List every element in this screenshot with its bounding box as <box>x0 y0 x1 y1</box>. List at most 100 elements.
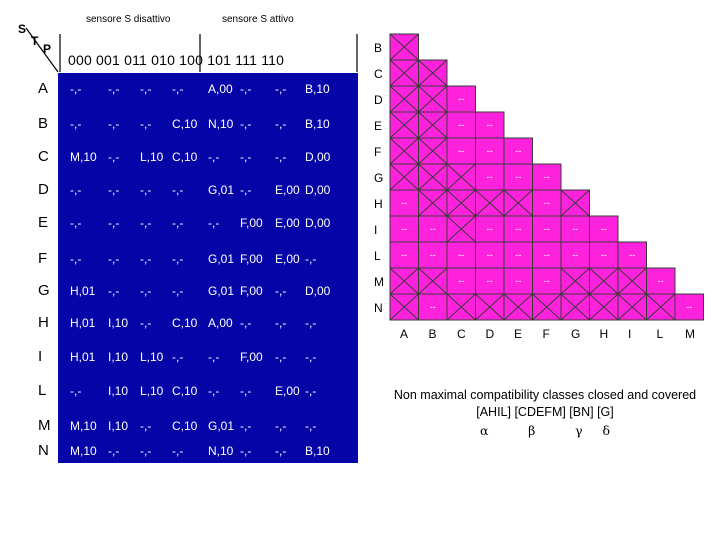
svg-text:--: -- <box>430 250 436 260</box>
compat-cell <box>389 267 419 295</box>
svg-text:--: -- <box>515 250 521 260</box>
input-codes: 000 001 011 010 100 101 111 110 <box>68 52 285 68</box>
svg-text:--: -- <box>487 276 493 286</box>
svg-text:--: -- <box>572 250 578 260</box>
flow-cell: -,- <box>275 82 287 96</box>
flow-cell: -,- <box>240 419 252 433</box>
flow-cell: -,- <box>108 444 120 458</box>
svg-text:--: -- <box>544 198 550 208</box>
compat-cell <box>446 215 476 243</box>
state-label-10: M <box>38 417 51 434</box>
flow-cell: M,10 <box>70 150 97 164</box>
flow-cell: H,01 <box>70 284 96 298</box>
flow-cell: I,10 <box>108 419 129 433</box>
flow-cell: -,- <box>70 183 82 197</box>
compat-cell: -- <box>418 293 448 321</box>
compat-col-label: M <box>685 327 695 341</box>
flow-cell: F,00 <box>240 284 263 298</box>
compat-cell: -- <box>503 163 533 191</box>
compat-cell: -- <box>617 241 647 269</box>
svg-text:--: -- <box>430 224 436 234</box>
svg-text:--: -- <box>487 146 493 156</box>
compat-cell: -- <box>532 267 562 295</box>
flow-cell: -,- <box>240 444 252 458</box>
flow-cell: -,- <box>275 419 287 433</box>
flow-cell: G,01 <box>208 419 235 433</box>
flow-cell: -,- <box>140 419 152 433</box>
flow-cell: C,10 <box>172 419 198 433</box>
flow-cell: -,- <box>172 350 184 364</box>
compat-row-label: C <box>374 67 383 81</box>
flow-cell: -,- <box>108 150 120 164</box>
compat-cell <box>503 189 533 217</box>
svg-text:--: -- <box>572 224 578 234</box>
compat-cell: -- <box>446 137 476 165</box>
svg-text:--: -- <box>458 250 464 260</box>
flow-cell: B,10 <box>305 444 330 458</box>
flow-cell: -,- <box>240 82 252 96</box>
compat-cell <box>446 163 476 191</box>
svg-text:--: -- <box>544 276 550 286</box>
compat-row-label: B <box>374 41 383 55</box>
flow-cell: -,- <box>172 216 184 230</box>
flow-cell: -,- <box>208 216 220 230</box>
flow-cell: -,- <box>70 384 82 398</box>
compat-row-label: F <box>374 145 382 159</box>
flow-cell: -,- <box>208 384 220 398</box>
compat-cell <box>418 111 448 139</box>
flow-cell: -,- <box>305 252 317 266</box>
compat-cell: -- <box>503 241 533 269</box>
compat-cell <box>617 267 647 295</box>
flow-cell: -,- <box>70 117 82 131</box>
flow-cell: I,10 <box>108 350 129 364</box>
flow-cell: -,- <box>70 216 82 230</box>
flow-cell: H,01 <box>70 350 96 364</box>
flow-cell: -,- <box>140 216 152 230</box>
svg-text:--: -- <box>487 172 493 182</box>
flow-cell: D,00 <box>305 150 331 164</box>
state-label-2: C <box>38 148 49 165</box>
caption-greek: α β γ δ <box>480 423 610 438</box>
compat-cell <box>560 267 590 295</box>
state-label-11: N <box>38 442 49 459</box>
flow-cell: -,- <box>140 117 152 131</box>
compat-col-label: F <box>542 327 550 341</box>
flow-cell: -,- <box>140 183 152 197</box>
compat-row-label: N <box>374 301 383 315</box>
flow-cell: C,10 <box>172 316 198 330</box>
compat-cell <box>418 267 448 295</box>
compat-row-label: D <box>374 93 383 107</box>
flow-cell: -,- <box>240 117 252 131</box>
flow-cell: -,- <box>172 252 184 266</box>
compat-col-label: E <box>514 327 523 341</box>
svg-text:--: -- <box>458 276 464 286</box>
flow-cell: -,- <box>108 82 120 96</box>
flow-cell: L,10 <box>140 384 164 398</box>
compat-cell <box>418 85 448 113</box>
flow-cell: -,- <box>275 316 287 330</box>
svg-text:--: -- <box>487 250 493 260</box>
compat-cell: -- <box>475 111 505 139</box>
flow-cell: C,10 <box>172 384 198 398</box>
compat-row-label: G <box>374 171 384 185</box>
compat-cell: -- <box>389 189 419 217</box>
flow-cell: N,10 <box>208 117 234 131</box>
compat-row-label: I <box>374 223 378 237</box>
flow-table <box>58 73 358 463</box>
flow-cell: E,00 <box>275 252 300 266</box>
state-label-5: F <box>38 250 48 267</box>
svg-text:--: -- <box>458 146 464 156</box>
state-label-0: A <box>38 80 49 97</box>
flow-cell: -,- <box>172 444 184 458</box>
compat-cell <box>560 293 590 321</box>
state-label-7: H <box>38 314 49 331</box>
compat-cell <box>389 137 419 165</box>
compat-cell <box>589 293 619 321</box>
svg-text:--: -- <box>544 172 550 182</box>
compat-cell: -- <box>475 267 505 295</box>
flow-cell: G,01 <box>208 284 235 298</box>
compat-cell: -- <box>389 241 419 269</box>
flow-cell: C,10 <box>172 150 198 164</box>
flow-cell: -,- <box>240 384 252 398</box>
